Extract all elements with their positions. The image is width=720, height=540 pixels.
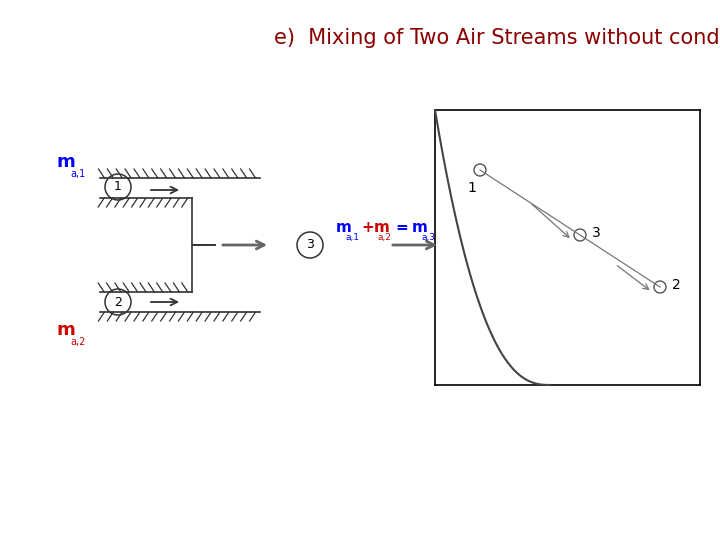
Text: $\mathbf{m}$: $\mathbf{m}$ bbox=[56, 321, 76, 339]
Text: 3: 3 bbox=[306, 239, 314, 252]
Text: $\mathbf{= m}$: $\mathbf{= m}$ bbox=[393, 221, 428, 235]
Text: 2: 2 bbox=[114, 295, 122, 308]
Text: a,1: a,1 bbox=[345, 233, 359, 242]
Text: e)  Mixing of Two Air Streams without condensation: e) Mixing of Two Air Streams without con… bbox=[274, 28, 720, 48]
Text: 1: 1 bbox=[467, 181, 477, 195]
Text: a,2: a,2 bbox=[378, 233, 392, 242]
Text: $\mathbf{+m}$: $\mathbf{+m}$ bbox=[361, 221, 390, 235]
Text: 3: 3 bbox=[592, 226, 600, 240]
Text: 2: 2 bbox=[672, 278, 680, 292]
Text: $\mathbf{m}$: $\mathbf{m}$ bbox=[56, 153, 76, 171]
Text: 1: 1 bbox=[114, 180, 122, 193]
Text: a,2: a,2 bbox=[70, 337, 86, 347]
Text: $\mathbf{m}$: $\mathbf{m}$ bbox=[335, 221, 351, 235]
Text: a,3: a,3 bbox=[421, 233, 435, 242]
Text: a,1: a,1 bbox=[70, 169, 85, 179]
